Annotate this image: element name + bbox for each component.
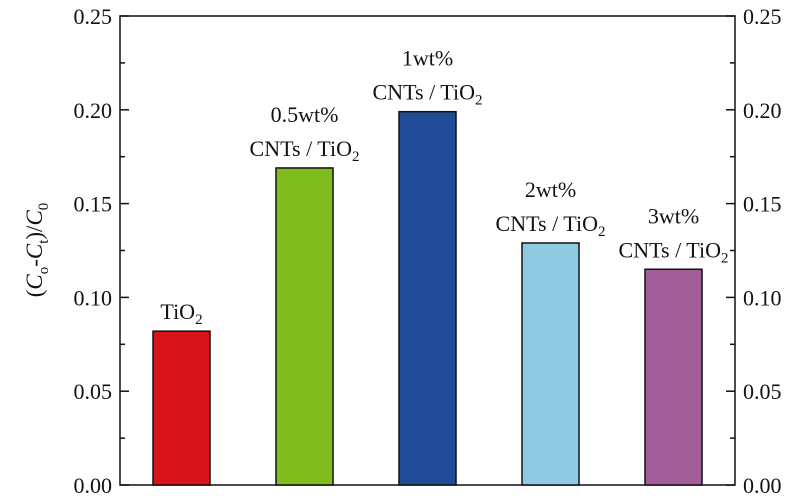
bar-label-loading: 2wt% (525, 177, 576, 202)
bar-label: CNTs / TiO2 (496, 211, 606, 240)
y-tick-label: 0.25 (74, 4, 113, 29)
bar-label: CNTs / TiO2 (250, 136, 360, 165)
bar (275, 167, 334, 486)
bar-label: TiO2 (160, 299, 202, 328)
bar-label-loading: 3wt% (648, 203, 699, 228)
y-tick-label-right: 0.10 (743, 285, 782, 310)
y-tick-label-right: 0.25 (743, 4, 782, 29)
y-tick-label: 0.00 (74, 473, 113, 498)
bar-label-loading: 1wt% (402, 46, 453, 71)
bar-label: CNTs / TiO2 (619, 237, 729, 266)
y-tick-label: 0.05 (74, 379, 113, 404)
bar (521, 242, 580, 486)
bar (644, 268, 703, 486)
bar-label: CNTs / TiO2 (373, 80, 483, 109)
bar (398, 110, 457, 486)
bars (152, 110, 703, 486)
bar-labels: TiO2 CNTs / TiO2 0.5wt% CNTs / TiO2 1wt% CNTs… (160, 46, 728, 328)
y-tick-label: 0.20 (74, 98, 113, 123)
y-tick-label-right: 0.20 (743, 98, 782, 123)
y-tick-label: 0.10 (74, 285, 113, 310)
y-tick-label-right: 0.05 (743, 379, 782, 404)
y-tick-label-right: 0.00 (743, 473, 782, 498)
bar-label-loading: 0.5wt% (271, 102, 339, 127)
left-axis: 0.00 0.05 0.10 0.15 0.20 0.25 (74, 4, 129, 498)
y-tick-label: 0.15 (74, 192, 113, 217)
y-axis-label: (Co-Ct)/C0 (22, 203, 52, 298)
y-tick-label-right: 0.15 (743, 192, 782, 217)
right-axis: 0.00 0.05 0.10 0.15 0.20 0.25 (726, 4, 782, 498)
bar (152, 330, 211, 486)
